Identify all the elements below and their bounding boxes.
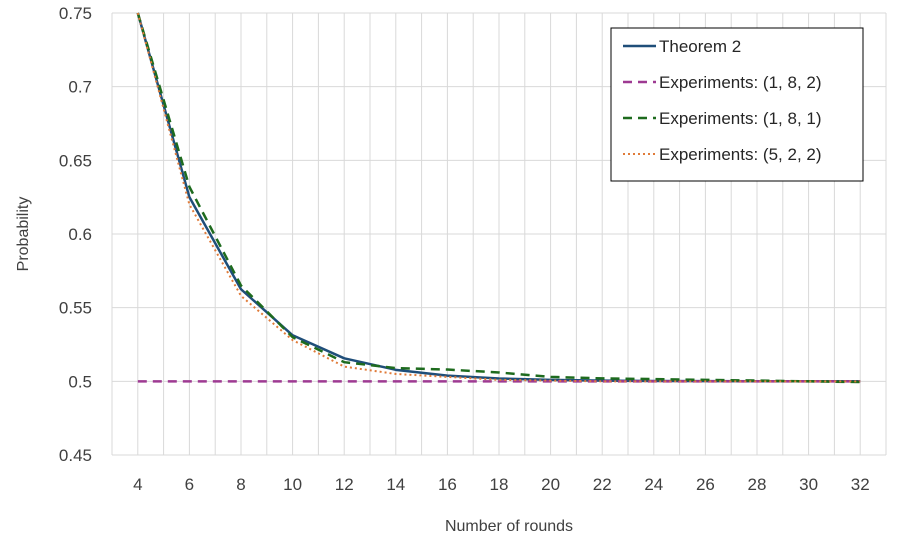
y-tick-label: 0.45: [59, 446, 92, 465]
x-tick-label: 4: [133, 475, 142, 494]
series-line-4: [136, 12, 861, 383]
y-tick-label: 0.6: [68, 225, 92, 244]
y-tick-label: 0.7: [68, 78, 92, 97]
x-tick-label: 30: [799, 475, 818, 494]
x-tick-label: 22: [593, 475, 612, 494]
x-tick-label: 28: [748, 475, 767, 494]
y-tick-label: 0.55: [59, 299, 92, 318]
series-line-3: [136, 12, 861, 384]
legend: Theorem 2 Experiments: (1, 8, 2) Experimen…: [610, 27, 864, 182]
legend-label-4: Experiments: (5, 2, 2): [659, 145, 822, 164]
y-tick-label: 0.5: [68, 372, 92, 391]
x-tick-label: 8: [236, 475, 245, 494]
y-axis-ticks: 0.45 0.5 0.55 0.6 0.65 0.7 0.75: [59, 4, 92, 465]
series-lines: [136, 12, 861, 384]
x-tick-label: 10: [283, 475, 302, 494]
legend-label-3: Experiments: (1, 8, 1): [659, 109, 822, 128]
x-tick-label: 26: [696, 475, 715, 494]
legend-label-1: Theorem 2: [659, 37, 741, 56]
x-axis-title: Number of rounds: [445, 518, 573, 535]
x-tick-label: 6: [185, 475, 194, 494]
x-tick-label: 32: [851, 475, 870, 494]
x-tick-label: 14: [386, 475, 405, 494]
x-tick-label: 12: [335, 475, 354, 494]
legend-box: [610, 27, 864, 182]
y-axis-title: Probability: [15, 197, 32, 272]
y-tick-label: 0.75: [59, 4, 92, 23]
x-axis-ticks: 4 6 8 10 12 14 16 18 20 22 24 26 28 30 32: [133, 475, 870, 494]
y-tick-label: 0.65: [59, 151, 92, 170]
legend-label-2: Experiments: (1, 8, 2): [659, 73, 822, 92]
x-tick-label: 24: [644, 475, 663, 494]
x-tick-label: 18: [490, 475, 509, 494]
x-tick-label: 16: [438, 475, 457, 494]
x-tick-label: 20: [541, 475, 560, 494]
